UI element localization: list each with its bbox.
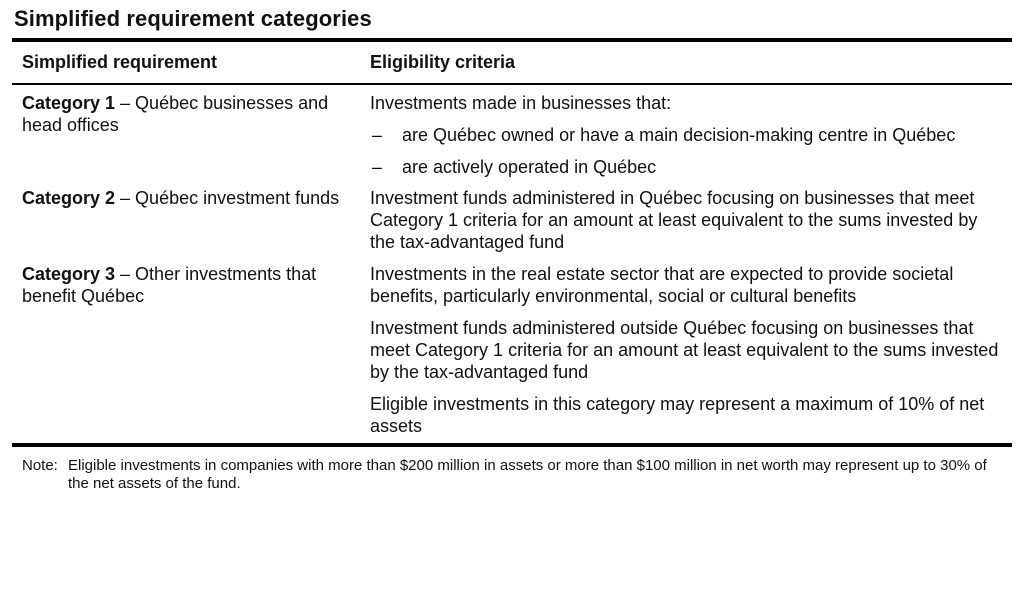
category-description: – Québec businesses and head offices bbox=[22, 93, 329, 135]
document: Simplified requirement categories Simpli… bbox=[12, 0, 1012, 493]
table-row-category-3: Category 3 – Other investments that bene… bbox=[12, 253, 1012, 437]
table-note: Note: Eligible investments in companies … bbox=[12, 447, 1012, 493]
bottom-rule bbox=[12, 443, 1012, 447]
table-title: Simplified requirement categories bbox=[14, 6, 372, 31]
criteria-paragraph: Eligible investments in this category ma… bbox=[370, 394, 985, 436]
criteria-cell: Investment funds administered in Québec … bbox=[368, 187, 1012, 253]
criteria-paragraph: Investment funds administered in Québec … bbox=[370, 188, 978, 252]
table-row-category-1: Category 1 – Québec businesses and head … bbox=[12, 85, 1012, 178]
criteria-bullet: – are Québec owned or have a main decisi… bbox=[370, 124, 1002, 146]
category-cell: Category 2 – Québec investment funds bbox=[12, 187, 368, 253]
category-cell: Category 1 – Québec businesses and head … bbox=[12, 92, 368, 178]
criteria-paragraph: Investment funds administered outside Qu… bbox=[370, 318, 999, 382]
note-label: Note: bbox=[22, 457, 58, 474]
criteria-paragraph: Investments in the real estate sector th… bbox=[370, 264, 954, 306]
header-eligibility-criteria: Eligibility criteria bbox=[370, 52, 516, 72]
header-simplified-requirement: Simplified requirement bbox=[22, 52, 218, 72]
category-description: – Québec investment funds bbox=[115, 188, 340, 208]
criteria-intro: Investments made in businesses that: bbox=[370, 93, 672, 113]
top-rule bbox=[12, 38, 1012, 42]
category-description: – Other investments that benefit Québec bbox=[22, 264, 317, 306]
header-rule bbox=[12, 83, 1012, 85]
dash-bullet-icon: – bbox=[372, 157, 383, 177]
table-row-category-2: Category 2 – Québec investment funds Inv… bbox=[12, 178, 1012, 253]
bullet-text: are Québec owned or have a main decision… bbox=[402, 125, 956, 145]
table-header-row: Simplified requirement Eligibility crite… bbox=[12, 42, 1012, 83]
bullet-text: are actively operated in Québec bbox=[402, 157, 657, 177]
dash-bullet-icon: – bbox=[372, 125, 383, 145]
category-cell: Category 3 – Other investments that bene… bbox=[12, 263, 368, 437]
category-name: Category 1 bbox=[22, 93, 116, 113]
category-name: Category 2 bbox=[22, 188, 116, 208]
criteria-bullet: – are actively operated in Québec bbox=[370, 156, 1002, 178]
criteria-cell: Investments made in businesses that: – a… bbox=[368, 92, 1012, 178]
note-text: Eligible investments in companies with m… bbox=[68, 457, 987, 492]
category-name: Category 3 bbox=[22, 264, 116, 284]
criteria-cell: Investments in the real estate sector th… bbox=[368, 263, 1012, 437]
